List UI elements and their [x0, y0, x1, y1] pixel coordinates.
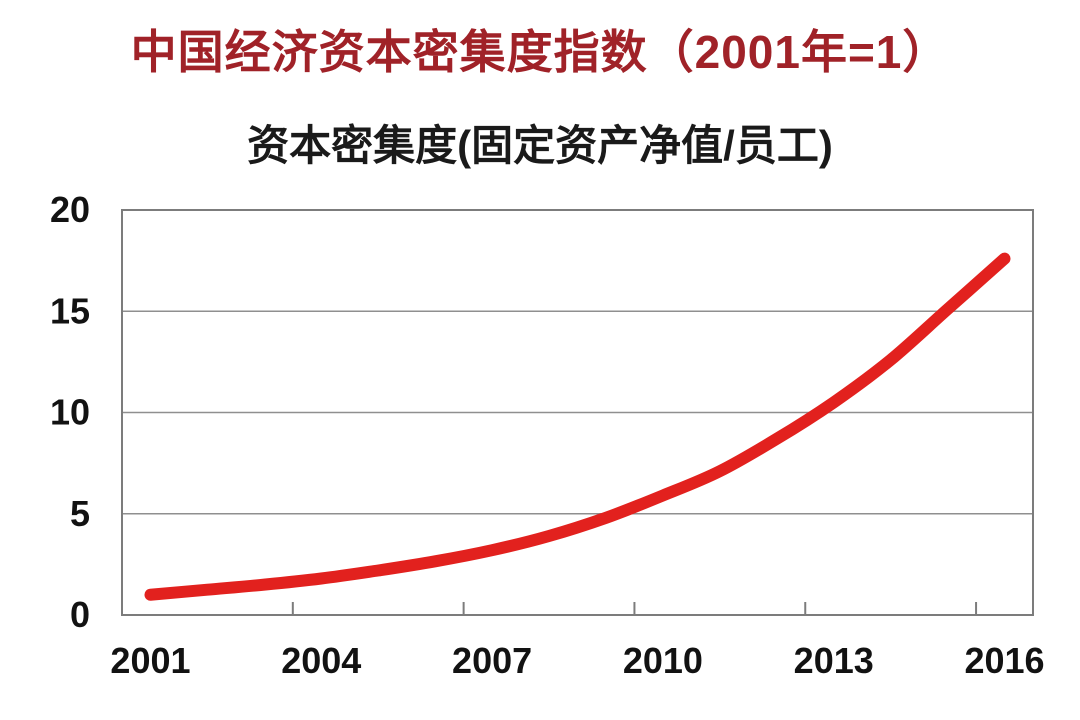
x-axis-label: 2001 — [110, 640, 190, 681]
x-axis-label: 2007 — [452, 640, 532, 681]
page-title: 中国经济资本密集度指数（2001年=1） — [130, 26, 950, 78]
y-axis-label: 5 — [70, 493, 90, 534]
x-axis-label: 2004 — [281, 640, 361, 681]
data-series-curve — [144, 252, 1011, 601]
x-axis-label: 2010 — [623, 640, 703, 681]
plot-border — [121, 209, 1034, 616]
y-axis-label: 0 — [70, 594, 90, 635]
x-axis-label: 2016 — [964, 640, 1044, 681]
y-axis-label: 15 — [50, 290, 90, 331]
chart-title: 资本密集度(固定资产净值/员工) — [247, 122, 833, 169]
y-axis-label: 10 — [50, 392, 90, 433]
x-axis-label: 2013 — [794, 640, 874, 681]
y-axis-label: 20 — [50, 189, 90, 230]
